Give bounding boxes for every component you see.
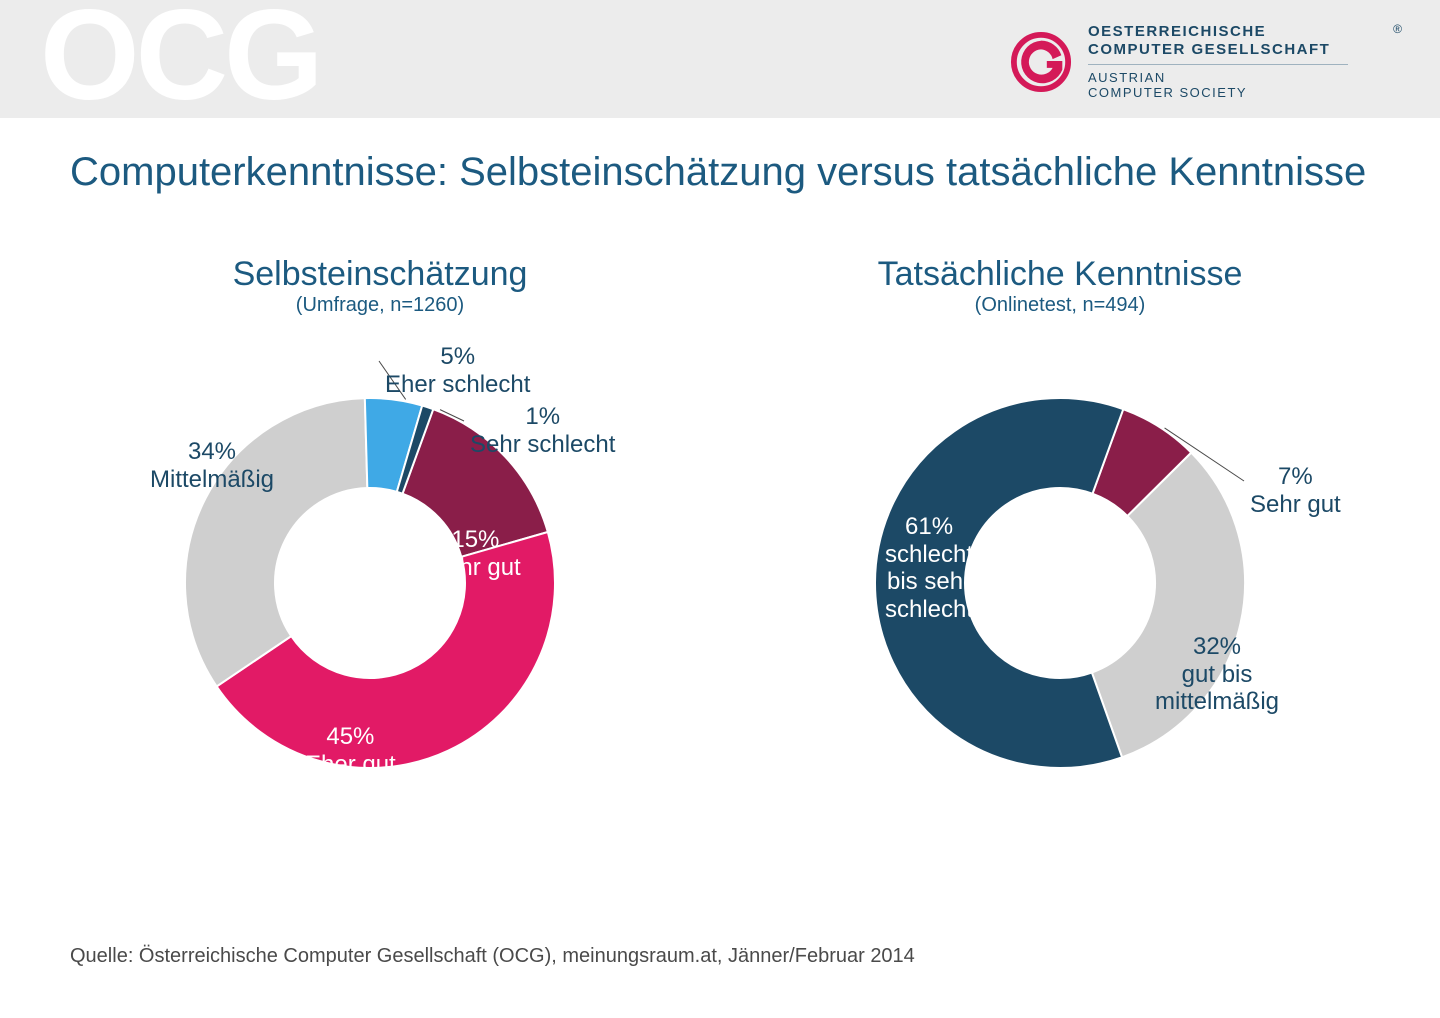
charts-row: Selbsteinschätzung(Umfrage, n=1260) 15%Se… — [70, 255, 1370, 803]
chart-title: Tatsächliche Kenntnisse — [878, 255, 1243, 294]
chart-title: Selbsteinschätzung — [233, 255, 528, 294]
donut-svg — [780, 323, 1340, 803]
slice-label: 5%Eher schlecht — [385, 343, 530, 398]
slice-label: 61%schlechtbis sehrschlecht — [885, 513, 973, 623]
slice-label: 15%Sehr gut — [430, 526, 521, 581]
chart-subtitle: (Onlinetest, n=494) — [975, 294, 1146, 317]
logo-divider — [1088, 64, 1348, 65]
logo-block: OESTERREICHISCHECOMPUTER GESELLSCHAFT AU… — [1010, 22, 1390, 102]
slice-label: 7%Sehr gut — [1250, 463, 1341, 518]
watermark-text: OCG — [40, 0, 320, 129]
logo-line-de: OESTERREICHISCHECOMPUTER GESELLSCHAFT — [1088, 23, 1348, 58]
header-band: OCG OESTERREICHISCHECOMPUTER GESELLSCHAF… — [0, 0, 1440, 118]
chart-self: Selbsteinschätzung(Umfrage, n=1260) 15%Se… — [70, 255, 690, 803]
logo-text-block: OESTERREICHISCHECOMPUTER GESELLSCHAFT AU… — [1088, 23, 1348, 100]
donut-wrap: 15%Sehr gut 45%Eher gut 34%Mittelmäßig 5%Eh… — [100, 323, 660, 803]
chart-subtitle: (Umfrage, n=1260) — [296, 294, 464, 317]
donut-wrap: 7%Sehr gut 32%gut bismittelmäßig 61%schlec… — [780, 323, 1340, 803]
slice-label: 34%Mittelmäßig — [150, 438, 274, 493]
slice-label: 1%Sehr schlecht — [470, 403, 615, 458]
registered-mark-icon: ® — [1393, 22, 1402, 36]
page-title: Computerkenntnisse: Selbsteinschätzung v… — [70, 150, 1370, 195]
ocg-logo-icon — [1010, 31, 1072, 93]
slice-label: 32%gut bismittelmäßig — [1155, 633, 1279, 716]
chart-actual: Tatsächliche Kenntnisse(Onlinetest, n=49… — [750, 255, 1370, 803]
logo-line-en: AUSTRIANCOMPUTER SOCIETY — [1088, 71, 1348, 101]
slice-label: 45%Eher gut — [305, 723, 396, 778]
source-footer: Quelle: Österreichische Computer Gesells… — [70, 945, 915, 968]
main-content: Computerkenntnisse: Selbsteinschätzung v… — [0, 150, 1440, 1018]
